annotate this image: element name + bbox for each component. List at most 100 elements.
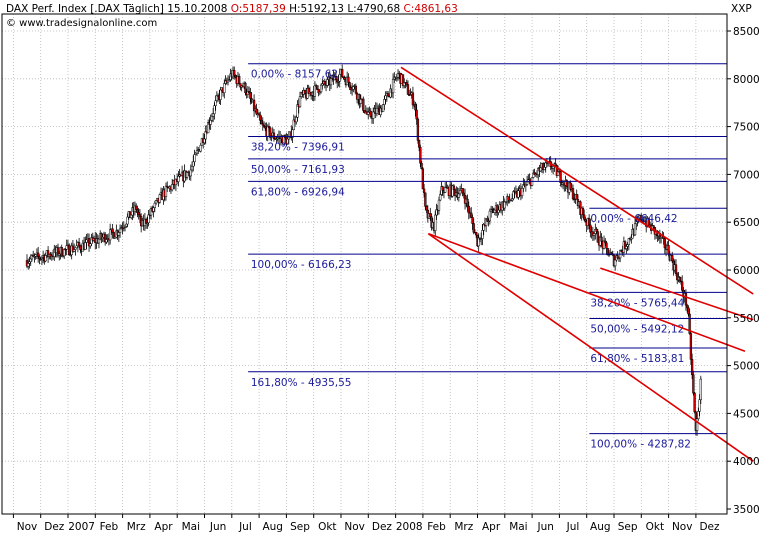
candle-body bbox=[571, 188, 575, 200]
candle-body bbox=[627, 238, 630, 245]
candle-body bbox=[209, 120, 212, 125]
candle-body bbox=[381, 104, 385, 112]
candle-body bbox=[204, 131, 207, 140]
candle-body bbox=[689, 333, 693, 360]
fib-upper-label: 100,00% - 6166,23 bbox=[251, 259, 352, 271]
fib-lower-label: 50,00% - 5492,12 bbox=[590, 324, 684, 336]
candle-body bbox=[111, 228, 114, 233]
candle-body bbox=[74, 247, 77, 250]
candle-body bbox=[117, 232, 120, 236]
header-low: L:4790,68 bbox=[347, 3, 401, 15]
candle-body bbox=[272, 132, 276, 139]
candle-body bbox=[185, 171, 189, 178]
candle-body bbox=[633, 223, 637, 236]
candle-body bbox=[60, 247, 63, 257]
candle-body bbox=[559, 171, 562, 183]
candle-body bbox=[44, 255, 47, 262]
candle-body bbox=[199, 144, 202, 152]
candle-body bbox=[441, 186, 444, 191]
fib-upper-label: 38,20% - 7396,91 bbox=[251, 141, 345, 153]
candle-body bbox=[249, 92, 252, 99]
candle-body bbox=[584, 219, 587, 222]
x-tick-label: 2007 bbox=[68, 521, 95, 533]
candle-body bbox=[391, 79, 395, 94]
x-tick-label: Nov bbox=[672, 521, 693, 533]
candle-body bbox=[429, 213, 432, 218]
candle-body bbox=[596, 231, 599, 243]
candle-body bbox=[687, 307, 690, 315]
candle-body bbox=[614, 259, 617, 267]
candle-body bbox=[493, 209, 496, 213]
x-tick-label: Mai bbox=[182, 521, 200, 533]
x-tick-label: Apr bbox=[482, 521, 501, 533]
x-tick-label: Mrz bbox=[127, 521, 146, 533]
candle-body bbox=[97, 238, 101, 244]
candle-body bbox=[551, 166, 555, 169]
candle-body bbox=[287, 136, 290, 140]
candle-body bbox=[367, 111, 370, 115]
candle-body bbox=[699, 378, 702, 401]
fibonacci-retracements: 0,00% - 8157,62 38,20% - 7396,91 50,00% - … bbox=[248, 63, 727, 451]
candle-body bbox=[698, 399, 701, 412]
y-tick-label: 7500 bbox=[733, 122, 760, 134]
candle-body bbox=[343, 77, 346, 80]
candle-body bbox=[87, 238, 91, 247]
candle-body bbox=[686, 304, 689, 309]
header-close: C:4861,63 bbox=[403, 3, 458, 15]
candle-body bbox=[192, 161, 195, 167]
candle-body bbox=[347, 76, 350, 83]
candle-body bbox=[298, 96, 302, 107]
candle-body bbox=[415, 109, 418, 120]
y-tick-label: 6500 bbox=[733, 217, 760, 229]
candle-body bbox=[607, 254, 611, 256]
candle-body bbox=[73, 249, 76, 252]
trendline-mid-channel bbox=[428, 232, 746, 353]
candle-body bbox=[444, 186, 447, 193]
candle-body bbox=[663, 238, 666, 249]
candle-body bbox=[640, 215, 643, 221]
y-tick-label: 7000 bbox=[733, 169, 760, 181]
candle-body bbox=[323, 81, 326, 85]
candle-body bbox=[260, 120, 263, 125]
candle-body bbox=[259, 114, 262, 121]
x-tick-label: Apr bbox=[154, 521, 173, 533]
candle-body bbox=[583, 214, 586, 220]
x-tick-label: Nov bbox=[17, 521, 38, 533]
candle-body bbox=[481, 230, 484, 239]
candle-body bbox=[532, 172, 535, 178]
x-tick-label: Okt bbox=[318, 521, 336, 533]
x-tick-label: Aug bbox=[262, 521, 283, 533]
candle-body bbox=[417, 140, 421, 148]
trendline-lower-channel bbox=[427, 233, 754, 462]
header-high: H:5192,13 bbox=[289, 3, 344, 15]
candle-body bbox=[630, 237, 633, 240]
candle-body bbox=[457, 193, 460, 198]
candle-body bbox=[439, 194, 442, 201]
candle-body bbox=[359, 99, 362, 104]
trendlines bbox=[400, 66, 754, 462]
symbol-code: XXP bbox=[731, 3, 752, 15]
axes: 3500 4000 4500 5000 5500 6000 6500 7000 7500 8000… bbox=[1, 13, 760, 533]
candle-body bbox=[688, 313, 691, 334]
candle-body bbox=[697, 411, 700, 419]
x-tick-label: Feb bbox=[427, 521, 446, 533]
y-tick-label: 3500 bbox=[733, 504, 760, 516]
candle-body bbox=[29, 258, 32, 262]
candle-body bbox=[681, 281, 684, 291]
source-credit: © www.tradesignalonline.com bbox=[6, 18, 158, 29]
candle-body bbox=[556, 171, 560, 176]
candle-body bbox=[539, 167, 542, 172]
candle-body bbox=[153, 202, 156, 208]
trendline-upper-channel bbox=[400, 66, 754, 295]
candle-body bbox=[517, 190, 520, 198]
candle-body bbox=[475, 232, 478, 236]
candle-body bbox=[592, 233, 596, 236]
candle-body bbox=[125, 223, 128, 227]
candle-body bbox=[554, 163, 557, 166]
candle-body bbox=[85, 239, 88, 243]
candle-body bbox=[108, 229, 112, 241]
candle-body bbox=[77, 242, 81, 247]
candle-body bbox=[482, 223, 485, 231]
header-open: O:5187,39 bbox=[230, 3, 286, 15]
